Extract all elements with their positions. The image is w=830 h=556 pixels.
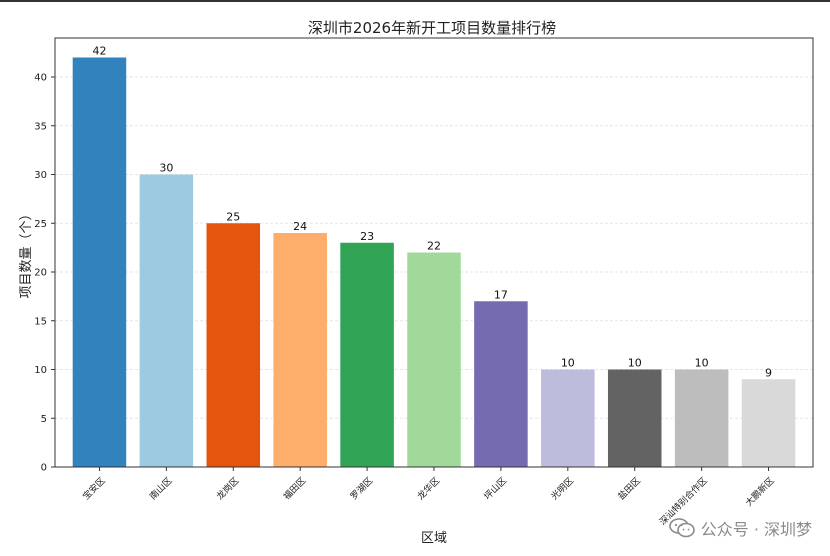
x-tick-label: 罗湖区 bbox=[348, 475, 375, 502]
y-tick-label: 35 bbox=[34, 121, 47, 132]
y-tick-label: 40 bbox=[34, 73, 47, 84]
chart-title: 深圳市2026年新开工项目数量排行榜 bbox=[308, 19, 556, 37]
y-tick-label: 30 bbox=[34, 170, 47, 181]
bar-value-label: 17 bbox=[494, 288, 508, 301]
x-axis-label: 区域 bbox=[421, 531, 447, 546]
x-tick-label: 大鹏新区 bbox=[743, 475, 777, 509]
bar bbox=[206, 223, 261, 467]
bar bbox=[273, 233, 327, 467]
bar bbox=[607, 369, 662, 467]
bar bbox=[474, 301, 528, 467]
y-tick-label: 25 bbox=[34, 219, 47, 230]
bar-value-label: 25 bbox=[226, 210, 240, 223]
bar bbox=[741, 379, 796, 467]
bar bbox=[407, 252, 461, 467]
y-tick-label: 5 bbox=[41, 414, 47, 425]
x-tick-label: 坪山区 bbox=[482, 475, 509, 502]
y-tick-label: 15 bbox=[34, 316, 47, 327]
y-axis-label: 项目数量（个） bbox=[19, 207, 34, 298]
x-tick-label: 宝安区 bbox=[80, 475, 108, 503]
x-tick-label: 龙岗区 bbox=[214, 475, 242, 503]
bar bbox=[72, 57, 127, 467]
watermark-text: 公众号 · 深圳梦 bbox=[700, 520, 812, 539]
x-tick-label: 龙华区 bbox=[415, 475, 443, 503]
bar bbox=[139, 174, 194, 467]
bar-value-label: 24 bbox=[293, 220, 307, 233]
top-border bbox=[0, 0, 830, 2]
wechat-icon bbox=[668, 518, 695, 538]
bar bbox=[541, 369, 595, 467]
bar-value-label: 42 bbox=[92, 45, 106, 58]
bar-value-label: 10 bbox=[628, 357, 642, 370]
x-tick-label: 光明区 bbox=[548, 475, 576, 503]
x-tick-label: 福田区 bbox=[281, 475, 309, 503]
bar-value-label: 23 bbox=[360, 230, 374, 243]
bars-layer: 42 30 25 24 23 22 17 10 10 10 9 bbox=[72, 45, 796, 467]
bar bbox=[674, 369, 729, 467]
y-tick-label: 0 bbox=[41, 463, 47, 474]
y-tick-label: 10 bbox=[34, 365, 47, 376]
bar-value-label: 22 bbox=[427, 240, 441, 253]
y-tick-label: 20 bbox=[34, 268, 47, 279]
bar-value-label: 10 bbox=[695, 357, 709, 370]
x-tick-label: 盐田区 bbox=[615, 475, 643, 503]
x-tick-label: 南山区 bbox=[147, 475, 175, 503]
bar-value-label: 9 bbox=[765, 366, 772, 379]
bar-value-label: 10 bbox=[561, 357, 575, 370]
plot-frame bbox=[54, 37, 814, 468]
bar-value-label: 30 bbox=[159, 162, 173, 175]
watermark: 公众号 · 深圳梦 bbox=[668, 516, 812, 540]
bar bbox=[340, 242, 394, 467]
